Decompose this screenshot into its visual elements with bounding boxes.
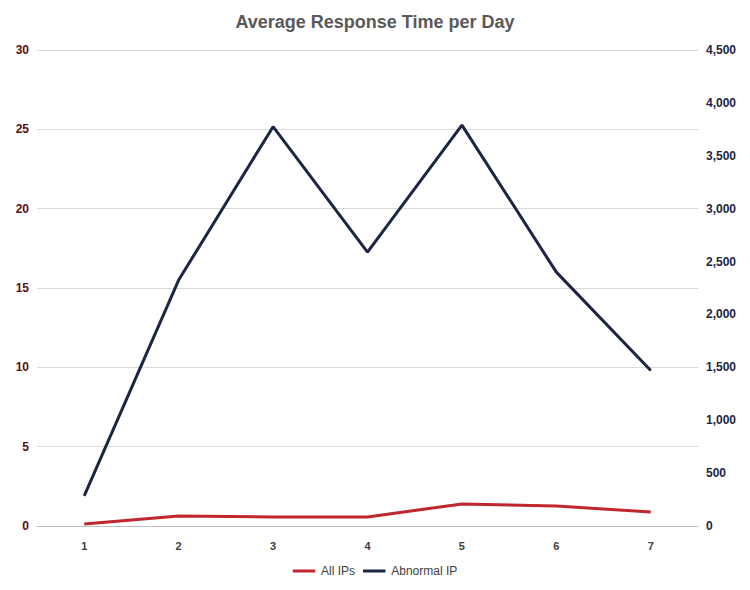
svg-text:3,000: 3,000 <box>706 202 736 216</box>
svg-text:2: 2 <box>176 540 182 552</box>
svg-text:2,000: 2,000 <box>706 307 736 321</box>
svg-text:500: 500 <box>706 466 726 480</box>
svg-text:1,000: 1,000 <box>706 413 736 427</box>
svg-text:0: 0 <box>706 519 713 533</box>
svg-text:15: 15 <box>16 281 30 295</box>
svg-text:0: 0 <box>22 519 29 533</box>
svg-text:5: 5 <box>459 540 465 552</box>
svg-text:6: 6 <box>553 540 559 552</box>
svg-text:10: 10 <box>16 360 30 374</box>
svg-text:1: 1 <box>81 540 87 552</box>
svg-text:4,000: 4,000 <box>706 96 736 110</box>
svg-text:20: 20 <box>16 202 30 216</box>
svg-text:All IPs: All IPs <box>321 564 355 578</box>
svg-text:3: 3 <box>270 540 276 552</box>
svg-text:Average Response Time per Day: Average Response Time per Day <box>235 12 514 32</box>
svg-text:4: 4 <box>364 540 371 552</box>
svg-text:5: 5 <box>22 440 29 454</box>
svg-text:Abnormal IP: Abnormal IP <box>391 564 457 578</box>
svg-text:1,500: 1,500 <box>706 360 736 374</box>
svg-text:30: 30 <box>16 43 30 57</box>
svg-text:3,500: 3,500 <box>706 149 736 163</box>
svg-text:7: 7 <box>648 540 654 552</box>
svg-text:4,500: 4,500 <box>706 43 736 57</box>
svg-text:25: 25 <box>16 122 30 136</box>
svg-text:2,500: 2,500 <box>706 255 736 269</box>
